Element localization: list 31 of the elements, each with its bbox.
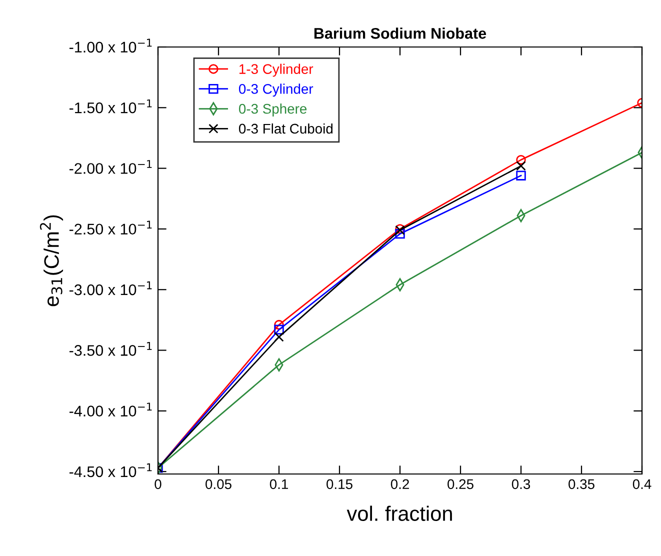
x-tick-label: 0 (154, 479, 162, 490)
legend-label: 0-3 Sphere (238, 104, 307, 116)
x-tick-label: 0.05 (206, 479, 232, 490)
chart-title: Barium Sodium Niobate (314, 28, 486, 39)
x-axis-title: vol. fraction (346, 506, 452, 521)
point (274, 320, 284, 330)
y-tick-label: -4.50 x 10$^{−1}$ (69, 463, 152, 478)
x-tick-label: 0.35 (568, 479, 594, 490)
legend-label: 0-3 Cylinder (238, 84, 314, 97)
point (395, 228, 405, 239)
y-tick-label: -3.50 x 10$^{−1}$ (69, 342, 152, 356)
point (516, 161, 526, 171)
y-tick-label: -2.50 x 10$^{−1}$ (69, 220, 152, 235)
x-tick-label: 0.2 (390, 479, 409, 490)
legend-label: 1-3 Cylinder (239, 64, 314, 77)
point (516, 154, 526, 165)
y-axis-title: e$_{31}$(C/m$^{2}$) (40, 215, 64, 306)
x-tick-label: 0.15 (326, 479, 352, 490)
y-tick-label: -2.00 x 10$^{−1}$ (69, 160, 152, 174)
point (274, 324, 284, 335)
point (274, 332, 284, 342)
x-tick-label: 0.25 (448, 479, 474, 490)
x-tick-label: 0.1 (270, 479, 288, 490)
y-tick-label: -1.00 x 10$^{−1}$ (69, 38, 152, 53)
point (516, 170, 526, 180)
y-tick-label: -1.50 x 10$^{−1}$ (69, 99, 152, 114)
y-tick-label: -3.00 x 10$^{−1}$ (69, 281, 152, 296)
x-tick-label: 0.4 (632, 479, 652, 490)
y-tick-label: -4.00 x 10$^{−1}$ (69, 402, 152, 416)
legend-label: 0-3 Flat Cuboid (238, 123, 332, 134)
x-tick-label: 0.3 (512, 479, 530, 490)
